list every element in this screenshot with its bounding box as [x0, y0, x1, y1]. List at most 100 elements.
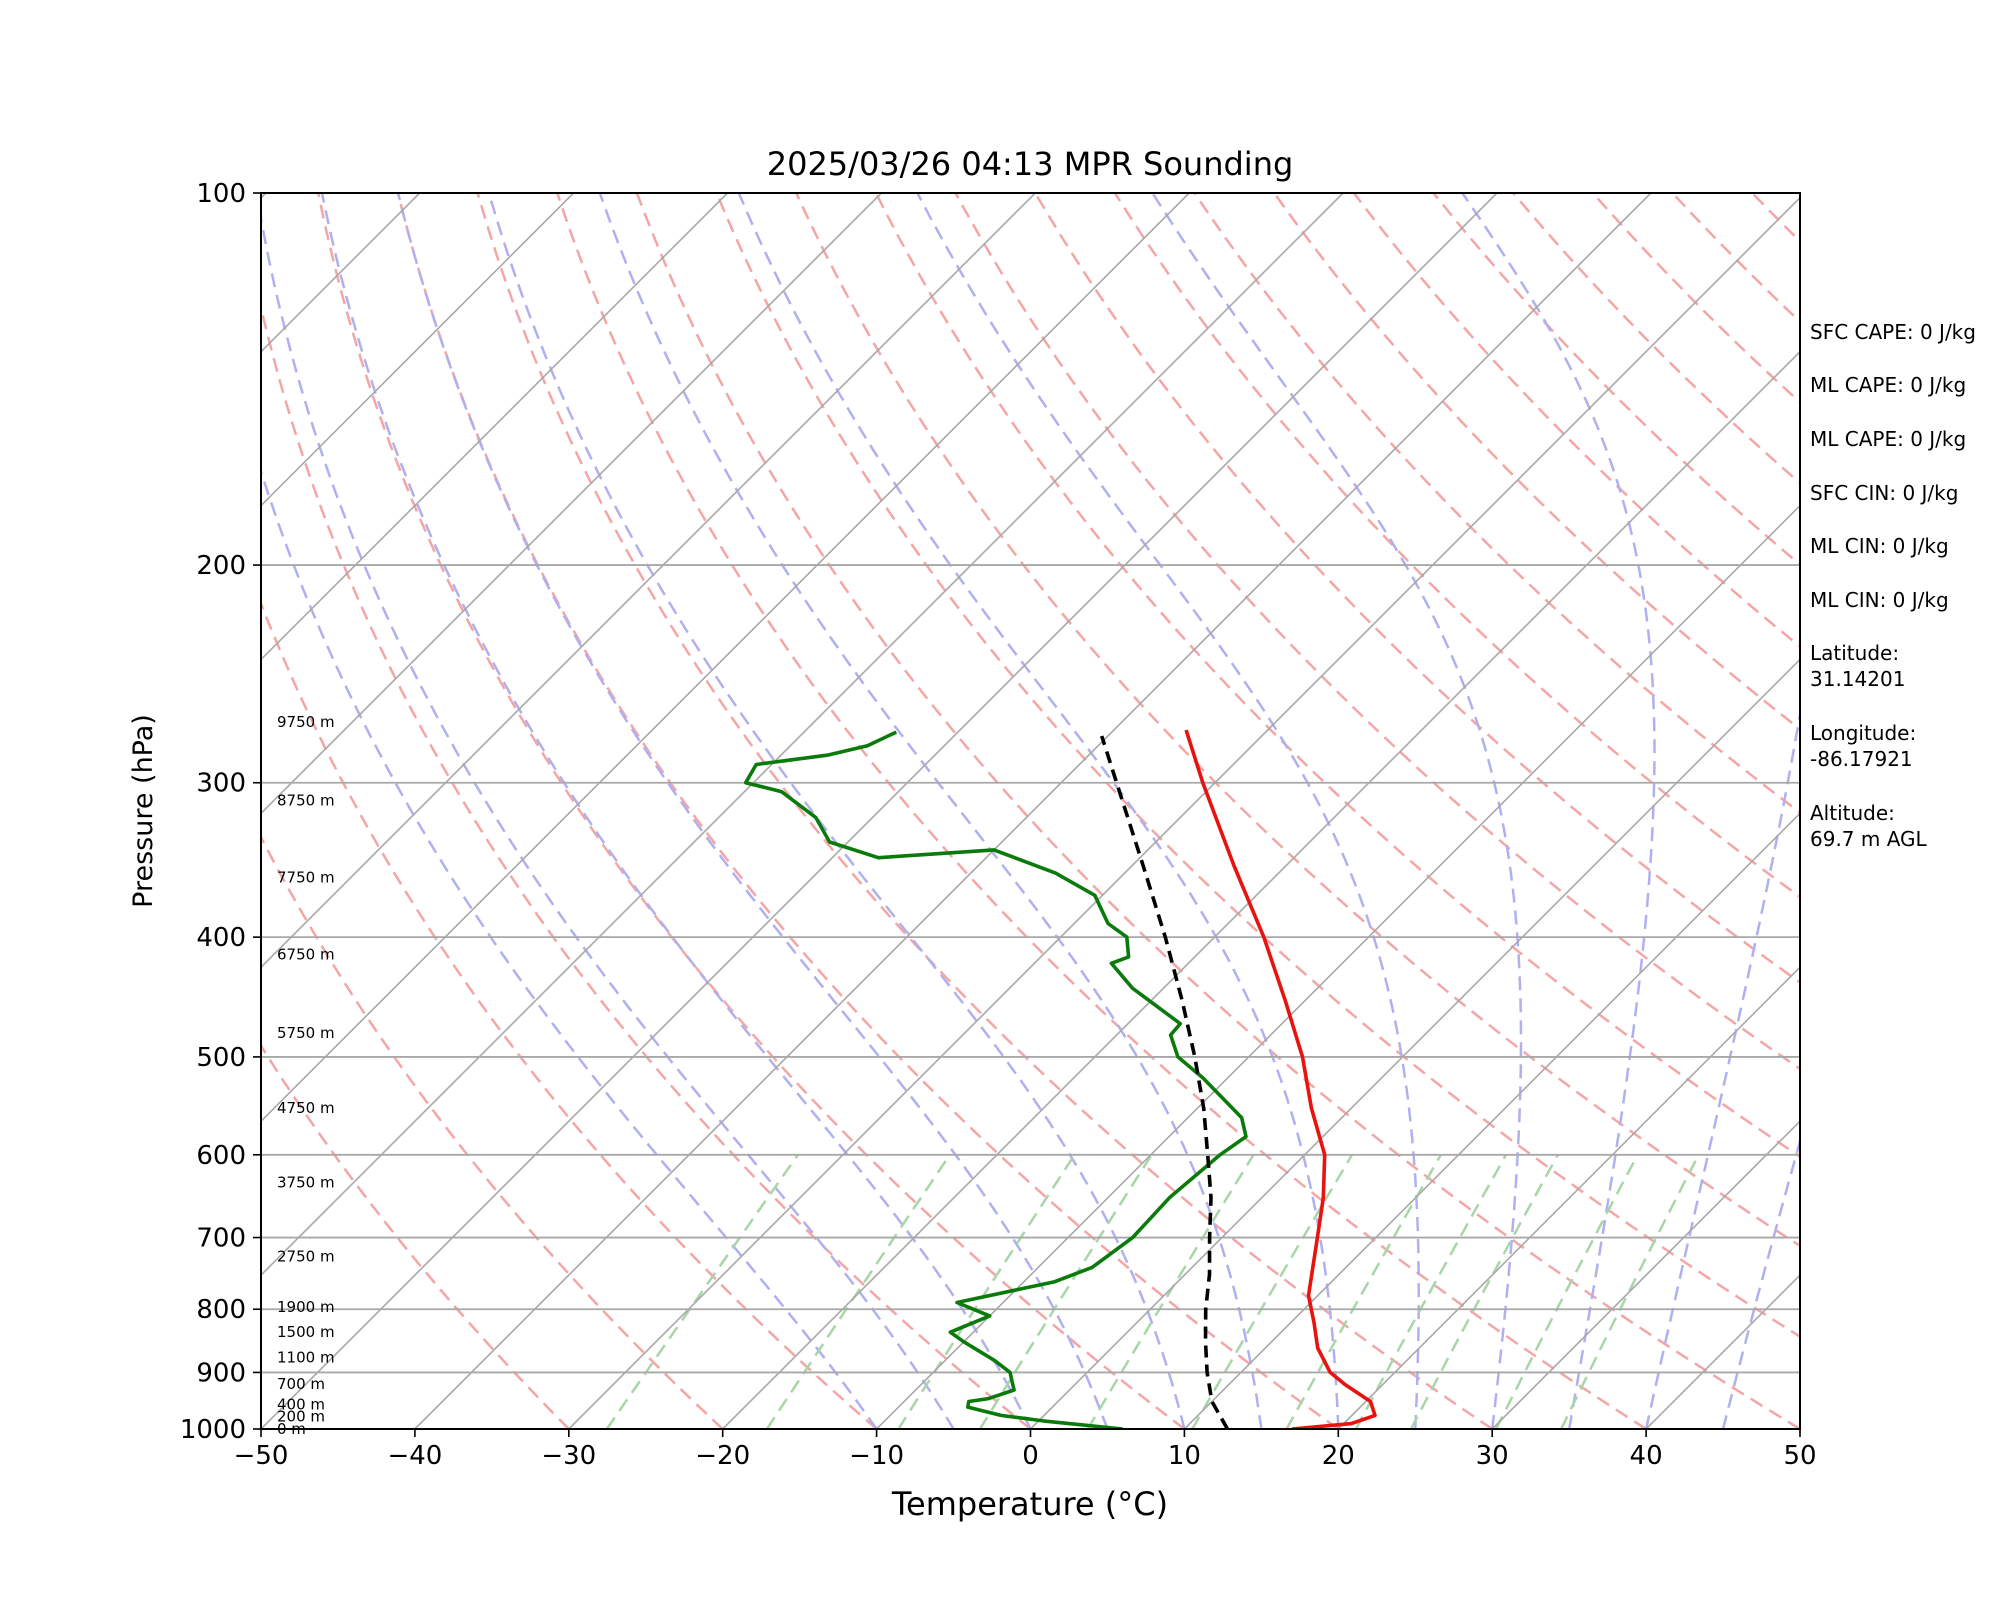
- mixing-ratio-line: [1560, 1154, 1700, 1429]
- mixing-ratio-line: [978, 1154, 1153, 1429]
- moist-adiabat-line: [916, 193, 1421, 1429]
- moist-adiabat-line: [1151, 193, 1523, 1429]
- background-lines: [0, 193, 1800, 1429]
- mixing-ratio-line: [1086, 1154, 1255, 1429]
- ml-cape-text-2: ML CAPE: 0 J/kg: [1810, 427, 1967, 451]
- mixing-ratio-line: [1409, 1154, 1559, 1429]
- mixing-ratio-line: [1191, 1154, 1354, 1429]
- x-tick-label: −30: [541, 1441, 596, 1471]
- height-label: 400 m: [277, 1395, 325, 1413]
- moist-adiabat-line: [1644, 706, 1800, 1429]
- latitude-value: 31.14201: [1810, 667, 1906, 691]
- y-tick-label: 800: [196, 1295, 246, 1325]
- isotherm-line: [568, 196, 1800, 1429]
- moist-adiabat-line: [396, 193, 1109, 1429]
- x-tick-label: 30: [1476, 1441, 1509, 1471]
- isotherm-line: [261, 193, 1036, 969]
- height-label: 9750 m: [277, 713, 335, 731]
- parcel-profile-line: [1099, 735, 1230, 1429]
- isotherm-line: [261, 193, 729, 661]
- height-label: 200 m: [277, 1408, 325, 1426]
- x-tick-label: 0: [1022, 1441, 1039, 1471]
- y-tick-label: 1000: [180, 1415, 246, 1445]
- moist-adiabat-line: [1721, 1136, 1800, 1429]
- dry-adiabat-line: [317, 193, 1186, 1429]
- dry-adiabat-line: [476, 193, 1493, 1429]
- moist-adiabat-line: [1461, 193, 1656, 1429]
- x-tick-label: −20: [695, 1441, 750, 1471]
- altitude-label: Altitude:: [1810, 801, 1895, 825]
- x-tick-label: −10: [849, 1441, 904, 1471]
- height-label: 8750 m: [277, 791, 335, 809]
- isotherm-line: [414, 193, 1652, 1429]
- y-axis-label: Pressure (hPa): [128, 714, 159, 908]
- y-axis: 1000 900 800 700 600 500 400 300 200 100: [180, 179, 261, 1445]
- longitude-value: -86.17921: [1810, 747, 1913, 771]
- y-tick-label: 900: [196, 1358, 246, 1388]
- y-tick-label: 700: [196, 1224, 246, 1254]
- sfc-cape-text: SFC CAPE: 0 J/kg: [1810, 320, 1976, 344]
- y-tick-label: 100: [196, 179, 246, 209]
- isotherm-line: [876, 504, 1800, 1429]
- moist-adiabat-line: [487, 193, 1186, 1429]
- y-tick-label: 400: [196, 923, 246, 953]
- isotherm-line: [261, 193, 882, 815]
- x-tick-label: −40: [387, 1441, 442, 1471]
- x-tick-label: 10: [1168, 1441, 1201, 1471]
- latitude-label: Latitude:: [1810, 641, 1900, 665]
- dry-adiabat-line: [954, 193, 1800, 1071]
- dry-adiabat-line: [1193, 193, 1800, 815]
- dry-adiabat-line: [261, 1043, 570, 1429]
- mixing-ratio-line: [765, 1154, 951, 1429]
- mixing-ratio-line: [897, 1154, 1076, 1429]
- y-tick-label: 200: [196, 551, 246, 581]
- isotherm-line: [1337, 966, 1800, 1429]
- height-label: 5750 m: [277, 1024, 335, 1042]
- isotherm-line: [261, 193, 1498, 1429]
- x-tick-label: 40: [1630, 1441, 1663, 1471]
- dry-adiabat-line: [261, 600, 878, 1429]
- mixing-ratio-line: [1285, 1154, 1442, 1429]
- height-label: 2750 m: [277, 1247, 335, 1265]
- dry-adiabat-line: [1512, 193, 1800, 485]
- moist-adiabat-line: [737, 193, 1340, 1429]
- chart-title: 2025/03/26 04:13 MPR Sounding: [767, 145, 1294, 183]
- dry-adiabat-line: [635, 193, 1800, 1429]
- isotherm-line: [1029, 658, 1800, 1429]
- height-label: 7750 m: [277, 869, 335, 887]
- height-label: 6750 m: [277, 945, 335, 963]
- dry-adiabat-line: [795, 193, 1800, 1248]
- height-label: 1500 m: [277, 1323, 335, 1341]
- moist-adiabat-line: [261, 211, 955, 1429]
- temperature-profile-line: [1184, 729, 1377, 1429]
- sfc-cin-text: SFC CIN: 0 J/kg: [1810, 481, 1959, 505]
- height-label: 700 m: [277, 1375, 325, 1393]
- height-label: 1900 m: [277, 1298, 335, 1316]
- isotherm-line: [261, 193, 1190, 1123]
- height-label: 3750 m: [277, 1174, 335, 1192]
- x-axis-label: Temperature (°C): [891, 1485, 1168, 1523]
- dry-adiabat-line: [396, 193, 1340, 1429]
- y-tick-label: 500: [196, 1043, 246, 1073]
- isotherm-line: [722, 350, 1800, 1429]
- moist-adiabat-line: [598, 193, 1263, 1429]
- mixing-ratio-line: [1354, 1154, 1508, 1429]
- isotherm-line: [1183, 812, 1800, 1429]
- dry-adiabat-line: [715, 193, 1800, 1339]
- dry-adiabat-line: [261, 301, 1032, 1429]
- profile-lines: [743, 729, 1377, 1429]
- longitude-label: Longitude:: [1810, 721, 1917, 745]
- isotherm-line: [0, 193, 112, 1429]
- y-tick-label: 600: [196, 1141, 246, 1171]
- dry-adiabat-line: [874, 193, 1800, 1159]
- dry-adiabat-line: [1352, 193, 1800, 649]
- dry-adiabat-line: [261, 834, 724, 1429]
- height-label: 4750 m: [277, 1099, 335, 1117]
- moist-adiabat-line: [320, 193, 1032, 1429]
- ml-cape-text-1: ML CAPE: 0 J/kg: [1810, 373, 1967, 397]
- isotherm-line: [261, 193, 575, 507]
- isotherm-line: [261, 193, 1344, 1277]
- ml-cin-text-2: ML CIN: 0 J/kg: [1810, 588, 1949, 612]
- x-axis: −50 −40 −30 −20 −10 0 10 20 30 40 50: [234, 1429, 1817, 1471]
